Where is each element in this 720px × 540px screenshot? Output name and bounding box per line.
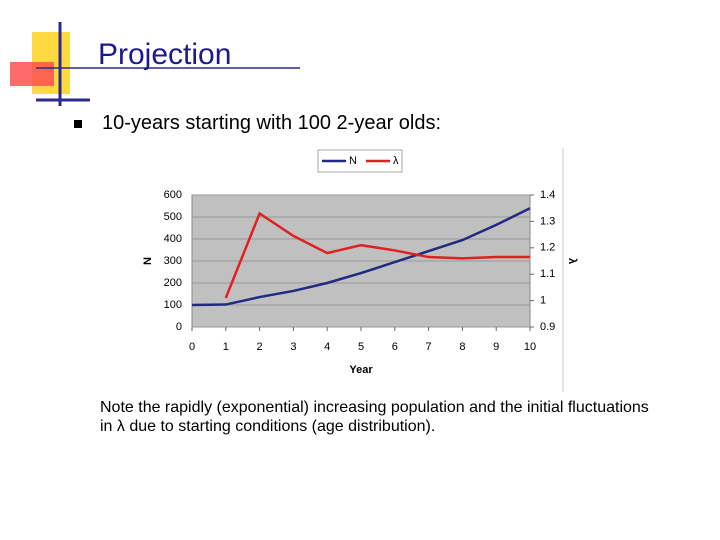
series-line (191, 207, 531, 307)
x-tick-label: 9 (493, 341, 499, 353)
y2-tick-label: 1.1 (540, 268, 555, 280)
x-tick-label: 0 (189, 341, 195, 353)
x-tick-label: 6 (392, 341, 398, 353)
y-tick-label: 300 (164, 255, 182, 267)
slide-title: Projection (98, 38, 232, 71)
legend-box (317, 149, 403, 173)
deco-red (10, 62, 54, 86)
x-tick-label: 3 (290, 341, 296, 353)
y2-tick-label: 1.3 (540, 215, 555, 227)
x-tick-label: 8 (459, 341, 465, 353)
x-tick-label: 10 (524, 341, 536, 353)
y-axis-label: N (142, 257, 154, 265)
y-tick-label: 600 (164, 189, 182, 201)
x-tick-label: 5 (358, 341, 364, 353)
bullet-text: 10-years starting with 100 2-year olds: (102, 112, 442, 134)
plot: 0 100 200 300 400 500 600 0.9 1 1.1 1.2 1.3 1.4 0 1 2 3 4… (142, 149, 578, 376)
legend-label: λ (393, 155, 399, 167)
y2-tick-label: 1.4 (540, 189, 555, 201)
x-tick-label: 2 (257, 341, 263, 353)
y-tick-label: 500 (164, 211, 182, 223)
y2-axis-label: λ (566, 258, 578, 264)
y-tick-label: 100 (164, 299, 182, 311)
series-line (224, 211, 530, 299)
legend-label: N (349, 155, 357, 167)
x-tick-label: 1 (223, 341, 229, 353)
x-tick-label: 4 (324, 341, 330, 353)
x-tick-label: 7 (426, 341, 432, 353)
x-axis-label: Year (349, 364, 373, 376)
y-tick-label: 0 (176, 321, 182, 333)
note-text: Note the rapidly (exponential) increasin… (100, 399, 649, 435)
bullet-mark (74, 120, 82, 128)
y2-tick-label: 0.9 (540, 321, 555, 333)
y2-tick-label: 1 (540, 295, 546, 307)
y-tick-label: 200 (164, 277, 182, 289)
y-tick-label: 400 (164, 233, 182, 245)
y2-tick-label: 1.2 (540, 242, 555, 254)
